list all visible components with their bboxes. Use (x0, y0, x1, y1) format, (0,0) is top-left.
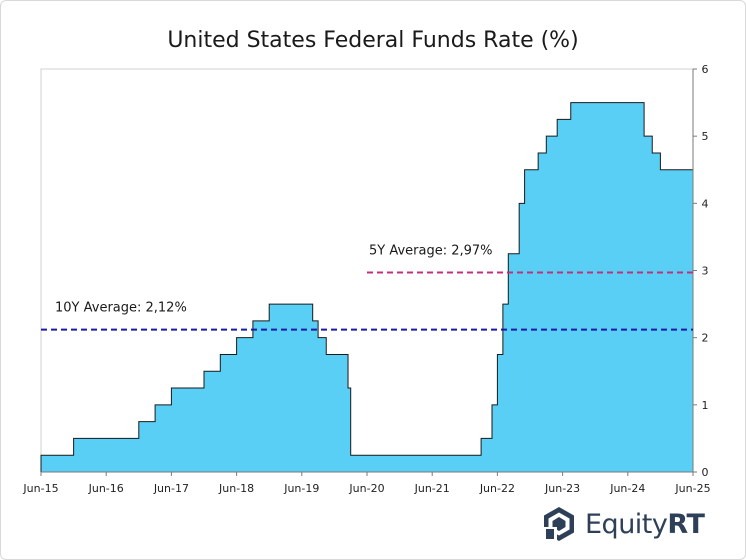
x-tick-label: Jun-19 (283, 482, 319, 495)
equityrt-logo: EquityRT (540, 504, 705, 544)
average-label-0: 10Y Average: 2,12% (55, 301, 187, 316)
x-tick-label: Jun-23 (544, 482, 580, 495)
x-tick-label: Jun-17 (153, 482, 189, 495)
x-tick-label: Jun-20 (348, 482, 384, 495)
y-tick-label: 1 (702, 399, 709, 412)
average-label-1: 5Y Average: 2,97% (369, 244, 493, 259)
y-tick-label: 0 (702, 466, 709, 479)
x-tick-label: Jun-22 (479, 482, 515, 495)
y-tick-label: 6 (702, 63, 709, 76)
y-tick-label: 2 (702, 332, 709, 345)
y-tick-label: 4 (702, 197, 709, 210)
y-tick-label: 3 (702, 265, 709, 278)
y-tick-label: 5 (702, 130, 709, 143)
logo-text-equity: Equity (585, 508, 668, 540)
chart-title: United States Federal Funds Rate (%) (167, 28, 579, 53)
x-tick-label: Jun-16 (88, 482, 124, 495)
x-tick-label: Jun-15 (22, 482, 58, 495)
logo-text-rt: RT (667, 508, 705, 540)
x-tick-label: Jun-24 (609, 482, 645, 495)
x-tick-label: Jun-25 (674, 482, 710, 495)
x-tick-label: Jun-21 (414, 482, 450, 495)
equityrt-logo-icon (544, 507, 574, 541)
series-area-0 (40, 102, 694, 473)
equityrt-logo-text: EquityRT (585, 508, 705, 540)
x-tick-label: Jun-18 (218, 482, 254, 495)
